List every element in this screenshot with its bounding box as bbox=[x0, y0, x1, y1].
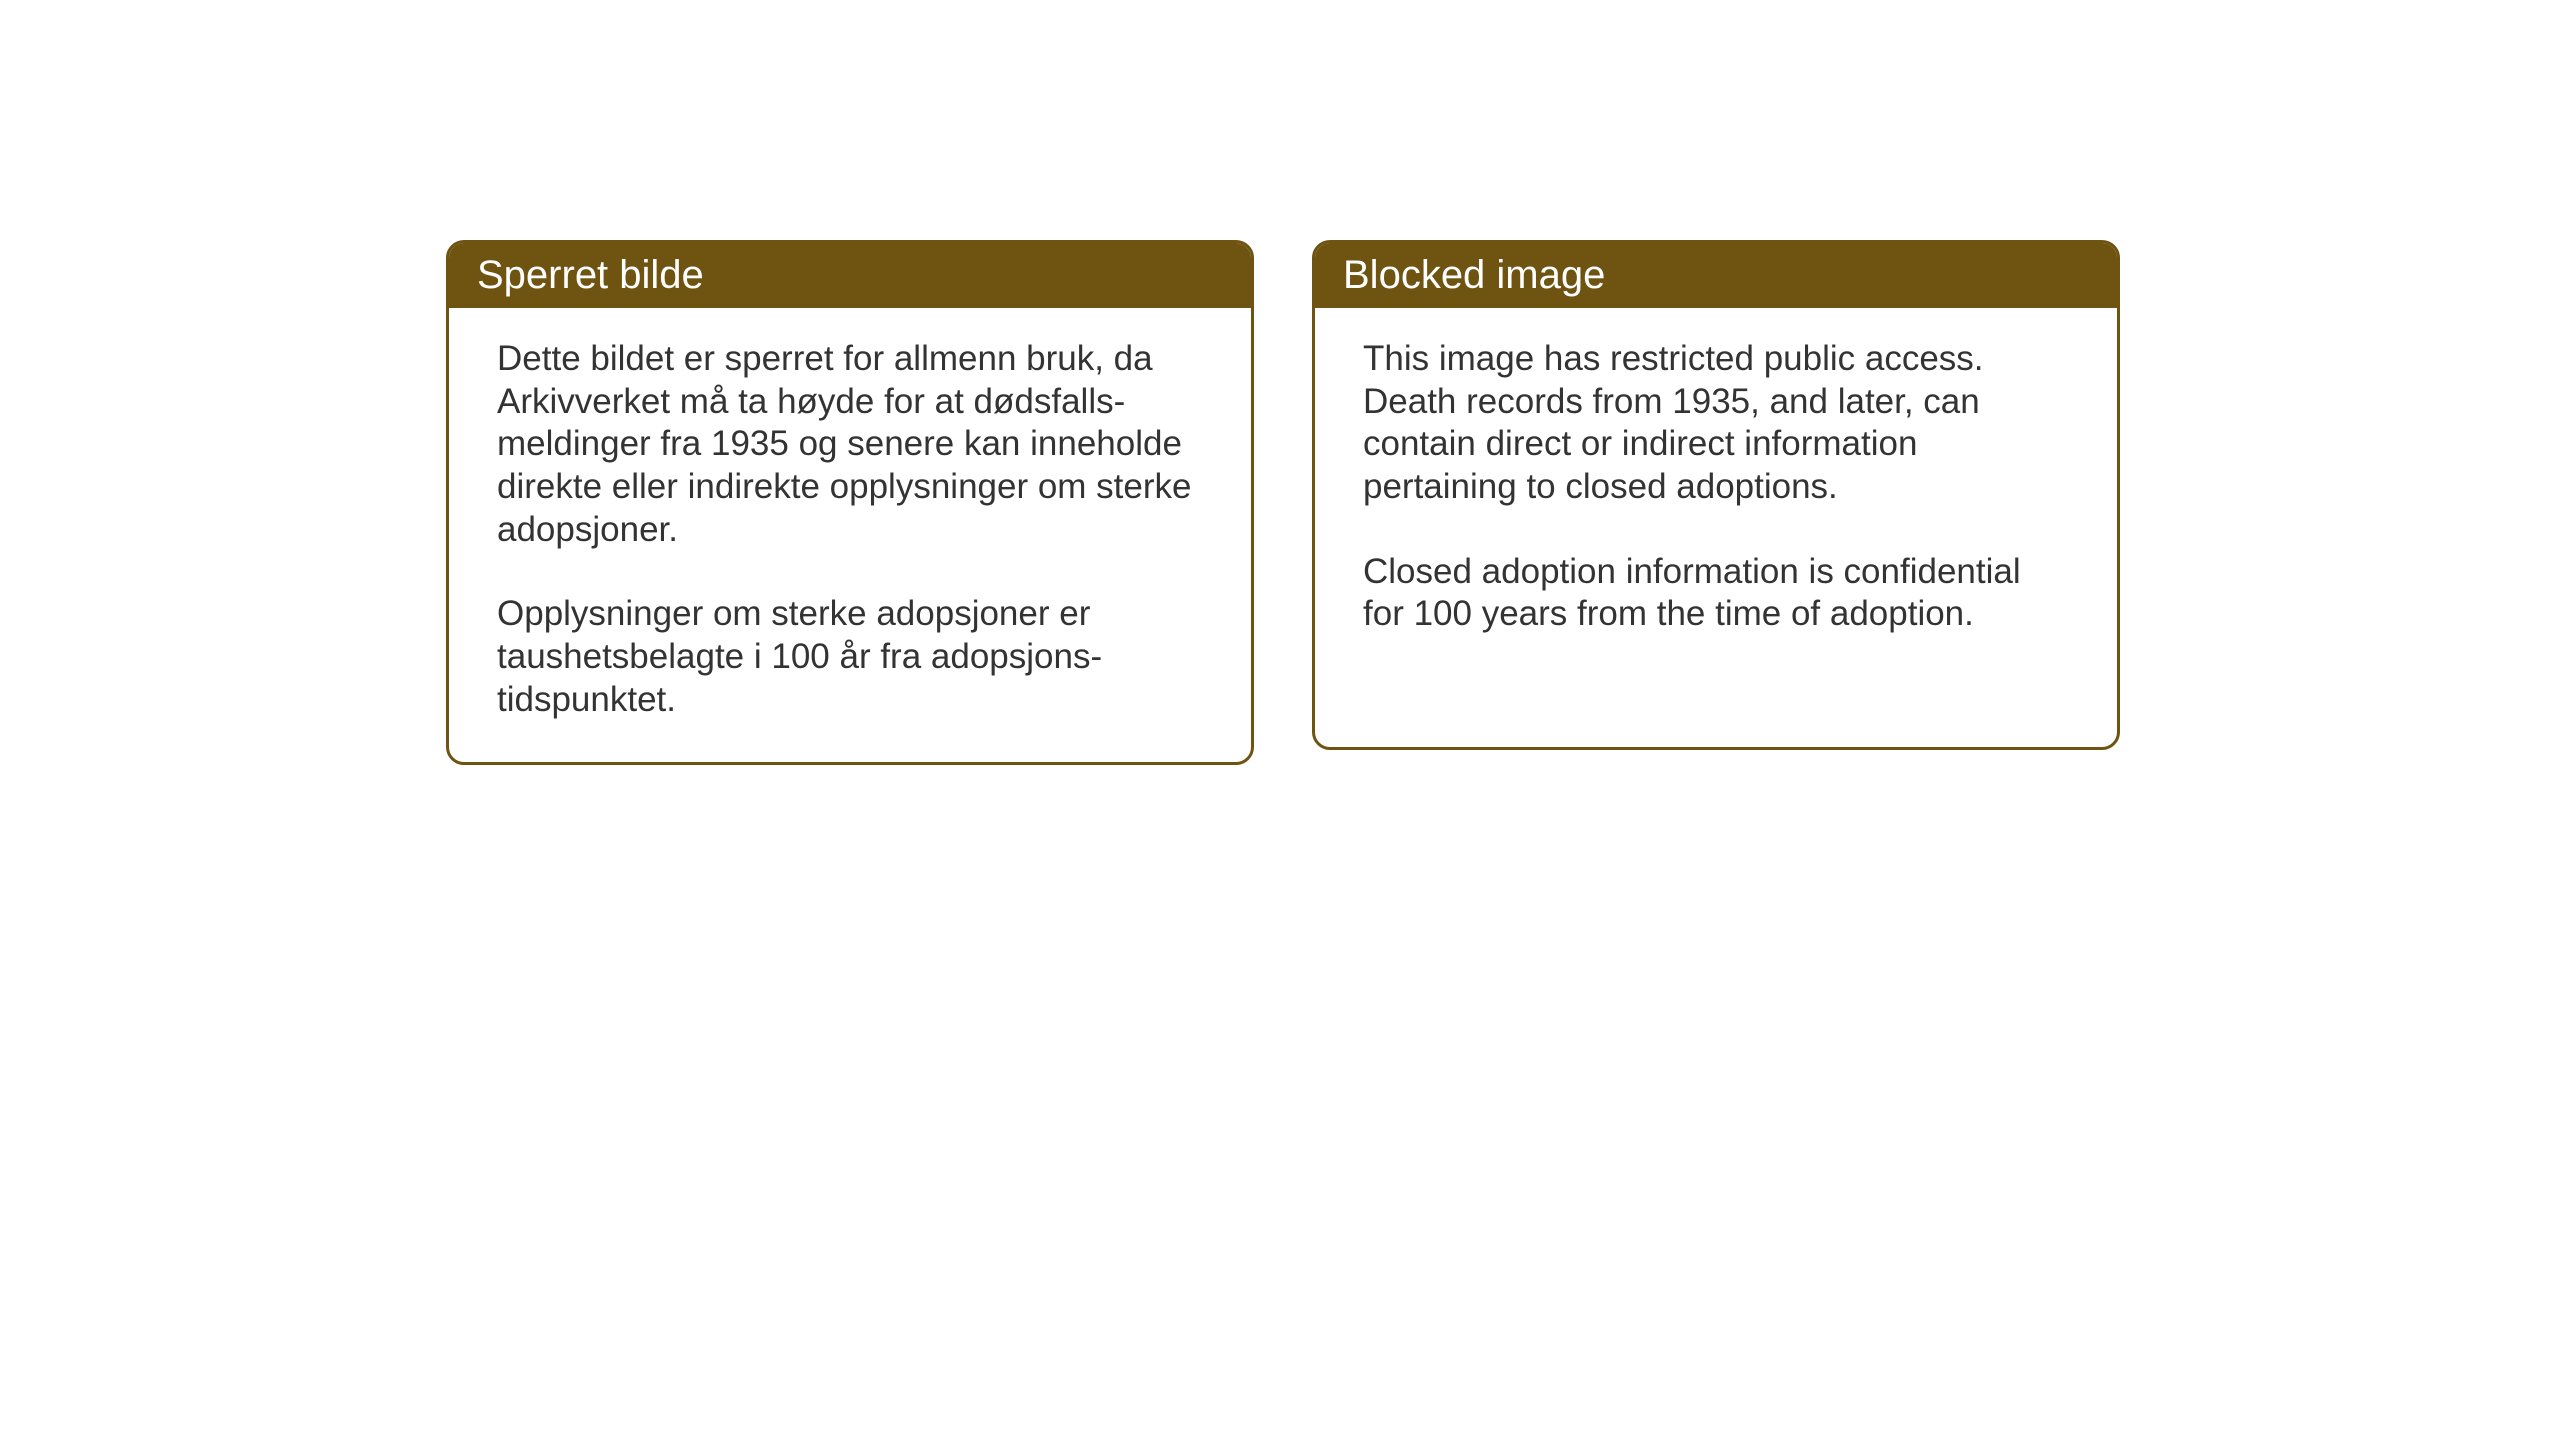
card-header-norwegian: Sperret bilde bbox=[449, 243, 1251, 308]
card-paragraph: Closed adoption information is confident… bbox=[1363, 551, 2069, 636]
card-paragraph: Dette bildet er sperret for allmenn bruk… bbox=[497, 338, 1203, 551]
card-paragraph: Opplysninger om sterke adopsjoner er tau… bbox=[497, 593, 1203, 721]
notice-card-english: Blocked image This image has restricted … bbox=[1312, 240, 2120, 750]
card-header-english: Blocked image bbox=[1315, 243, 2117, 308]
card-body-norwegian: Dette bildet er sperret for allmenn bruk… bbox=[449, 308, 1251, 762]
notice-container: Sperret bilde Dette bildet er sperret fo… bbox=[446, 240, 2120, 765]
notice-card-norwegian: Sperret bilde Dette bildet er sperret fo… bbox=[446, 240, 1254, 765]
card-paragraph: This image has restricted public access.… bbox=[1363, 338, 2069, 509]
card-body-english: This image has restricted public access.… bbox=[1315, 308, 2117, 676]
